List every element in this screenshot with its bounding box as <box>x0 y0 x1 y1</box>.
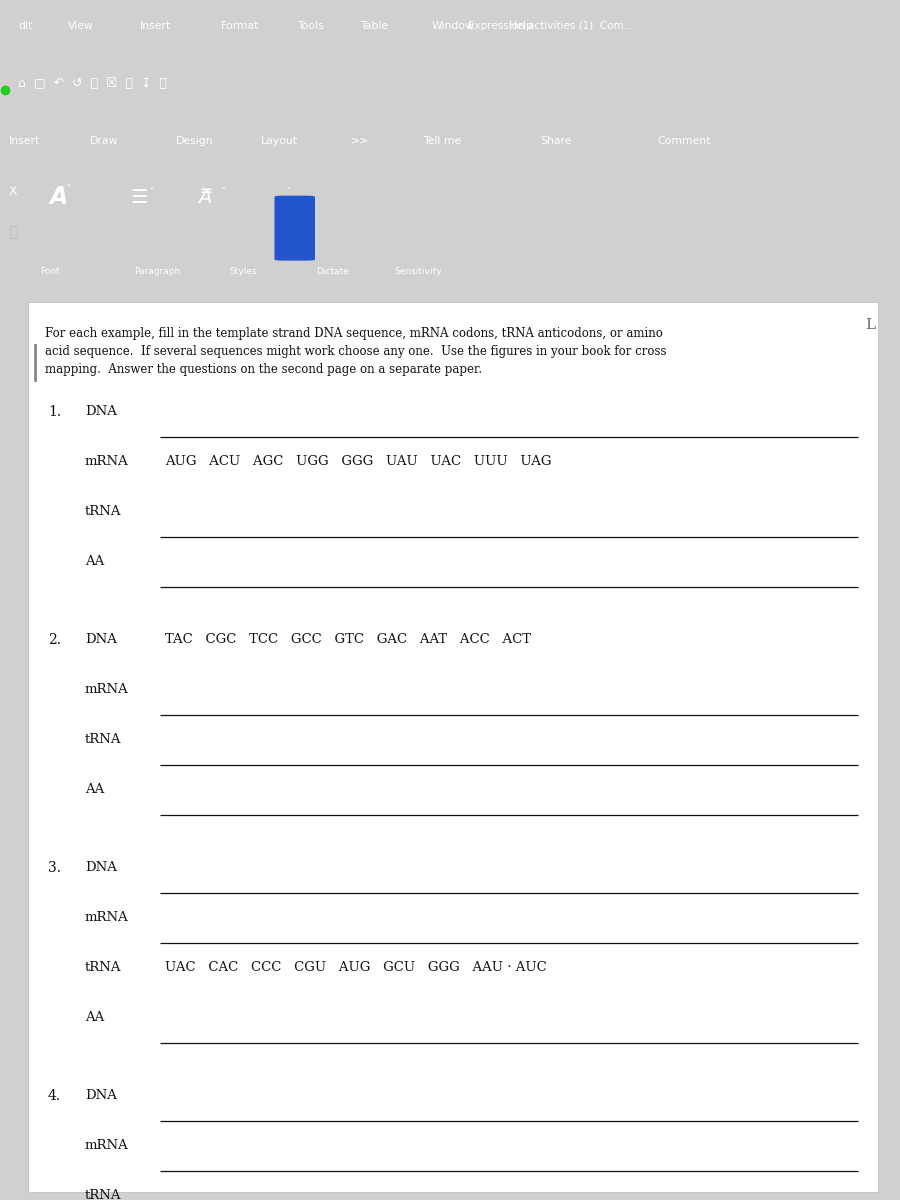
Text: DNA: DNA <box>85 404 117 418</box>
Text: Comment: Comment <box>657 136 710 145</box>
Text: 2.: 2. <box>48 634 61 647</box>
FancyBboxPatch shape <box>274 196 315 260</box>
Text: >>: >> <box>351 136 369 145</box>
Text: ˇ: ˇ <box>220 187 226 198</box>
Text: X: X <box>9 185 18 198</box>
Text: View: View <box>68 20 94 31</box>
Text: ˇ: ˇ <box>66 185 71 196</box>
Text: Insert: Insert <box>140 20 171 31</box>
Text: Dictate: Dictate <box>317 268 349 276</box>
Text: Table: Table <box>360 20 388 31</box>
Text: Draw: Draw <box>90 136 119 145</box>
Text: tRNA: tRNA <box>85 505 122 518</box>
Text: tRNA: tRNA <box>85 1189 122 1200</box>
Text: Share: Share <box>540 136 572 145</box>
Text: TAC   CGC   TCC   GCC   GTC   GAC   AAT   ACC   ACT: TAC CGC TCC GCC GTC GAC AAT ACC ACT <box>165 634 531 646</box>
Text: 3.: 3. <box>48 862 61 875</box>
Text: Window: Window <box>432 20 475 31</box>
Text: L: L <box>865 318 875 332</box>
Text: Design: Design <box>176 136 213 145</box>
Text: Insert: Insert <box>9 136 40 145</box>
Text: A: A <box>50 185 68 209</box>
Text: tRNA: tRNA <box>85 733 122 746</box>
FancyBboxPatch shape <box>28 302 878 1192</box>
Text: dit: dit <box>18 20 32 31</box>
Text: 4.: 4. <box>48 1090 61 1103</box>
Text: mapping.  Answer the questions on the second page on a separate paper.: mapping. Answer the questions on the sec… <box>45 362 482 376</box>
Text: For each example, fill in the template strand DNA sequence, mRNA codons, tRNA an: For each example, fill in the template s… <box>45 326 663 340</box>
Text: mRNA: mRNA <box>85 683 129 696</box>
Text: ⎘: ⎘ <box>9 226 17 239</box>
Text: Font: Font <box>40 268 59 276</box>
Text: acid sequence.  If several sequences might work choose any one.  Use the figures: acid sequence. If several sequences migh… <box>45 346 667 358</box>
Text: 1.: 1. <box>48 404 61 419</box>
Text: ˇ: ˇ <box>148 187 154 198</box>
Text: mRNA: mRNA <box>85 911 129 924</box>
Text: UAC   CAC   CCC   CGU   AUG   GCU   GGG   AAU · AUC: UAC CAC CCC CGU AUG GCU GGG AAU · AUC <box>165 961 547 974</box>
Text: AA: AA <box>85 782 104 796</box>
Text: Tools: Tools <box>297 20 324 31</box>
Text: Help: Help <box>508 20 534 31</box>
Text: AA: AA <box>85 1010 104 1024</box>
Text: DNA: DNA <box>85 1090 117 1102</box>
Text: Styles: Styles <box>230 268 256 276</box>
Text: A̿: A̿ <box>198 187 212 206</box>
Text: DNA: DNA <box>85 862 117 874</box>
Text: AUG   ACU   AGC   UGG   GGG   UAU   UAC   UUU   UAG: AUG ACU AGC UGG GGG UAU UAC UUU UAG <box>165 455 552 468</box>
Text: Format: Format <box>220 20 259 31</box>
Text: ⌂  ▢  ↶  ↺  ⎙  ☒  ⎕  ↧  ⎙: ⌂ ▢ ↶ ↺ ⎙ ☒ ⎕ ↧ ⎙ <box>18 77 166 90</box>
Text: ˇ: ˇ <box>286 187 292 198</box>
Text: Paragraph: Paragraph <box>134 268 181 276</box>
Text: tRNA: tRNA <box>85 961 122 974</box>
Text: ☰: ☰ <box>130 187 148 206</box>
Text: Expression activities (1)  Com...: Expression activities (1) Com... <box>468 20 634 31</box>
Text: Sensitivity: Sensitivity <box>395 268 442 276</box>
Text: mRNA: mRNA <box>85 455 129 468</box>
Text: AA: AA <box>85 554 104 568</box>
Text: mRNA: mRNA <box>85 1139 129 1152</box>
Text: Layout: Layout <box>261 136 298 145</box>
Text: Tell me: Tell me <box>423 136 461 145</box>
Text: DNA: DNA <box>85 634 117 646</box>
